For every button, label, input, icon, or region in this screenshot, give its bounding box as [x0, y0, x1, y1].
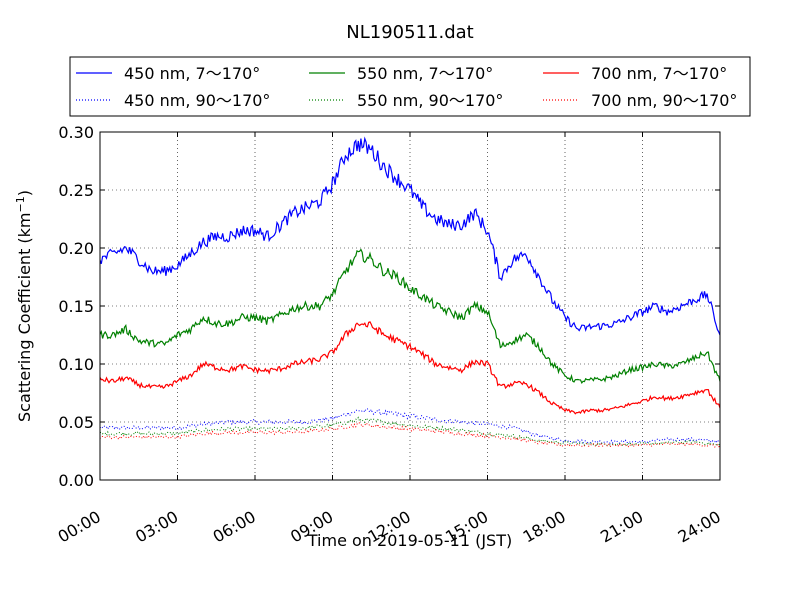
y-axis-label: Scattering Coefficient (km−1)	[14, 190, 34, 422]
grid	[100, 132, 720, 480]
x-tick-label: 18:00	[520, 507, 569, 547]
y-axis: 0.00 0.05 0.10 0.15 0.20 0.25 0.30	[58, 123, 720, 490]
y-tick-label: 0.15	[58, 297, 94, 316]
legend-frame	[69, 56, 751, 117]
legend: 450 nm, 7～170° 550 nm, 7～170° 700 nm, 7～17…	[69, 56, 751, 117]
series-line-4	[99, 416, 721, 447]
y-axis-label-superscript: −1	[14, 196, 27, 212]
x-tick-label: 21:00	[597, 507, 646, 547]
x-tick-label: 24:00	[675, 507, 724, 547]
legend-label: 450 nm, 90～170°	[124, 91, 270, 110]
y-axis-label-close: )	[15, 190, 34, 196]
y-tick-label: 0.30	[58, 123, 94, 142]
x-tick-label: 06:00	[210, 507, 259, 547]
y-tick-label: 0.25	[58, 181, 94, 200]
series-line-5	[99, 421, 721, 448]
series-line-1	[99, 248, 721, 385]
chart-title: NL190511.dat	[346, 22, 473, 43]
legend-label: 550 nm, 7～170°	[357, 64, 493, 83]
series-line-3	[99, 408, 721, 445]
legend-label: 700 nm, 7～170°	[591, 64, 727, 83]
y-axis-label-main: Scattering Coefficient (km	[15, 212, 34, 422]
x-tick-label: 00:00	[55, 507, 104, 547]
y-tick-label: 0.05	[58, 413, 94, 432]
series-line-0	[99, 136, 721, 336]
legend-label: 550 nm, 90～170°	[357, 91, 503, 110]
legend-label: 700 nm, 90～170°	[591, 91, 737, 110]
y-tick-label: 0.10	[58, 355, 94, 374]
y-tick-label: 0.20	[58, 239, 94, 258]
series-layer	[99, 136, 721, 448]
x-tick-label: 03:00	[132, 507, 181, 547]
series-line-2	[99, 321, 721, 415]
y-tick-label: 0.00	[58, 471, 94, 490]
x-axis-label: Time on 2019-05-11 (JST)	[307, 531, 512, 550]
legend-label: 450 nm, 7～170°	[124, 64, 260, 83]
